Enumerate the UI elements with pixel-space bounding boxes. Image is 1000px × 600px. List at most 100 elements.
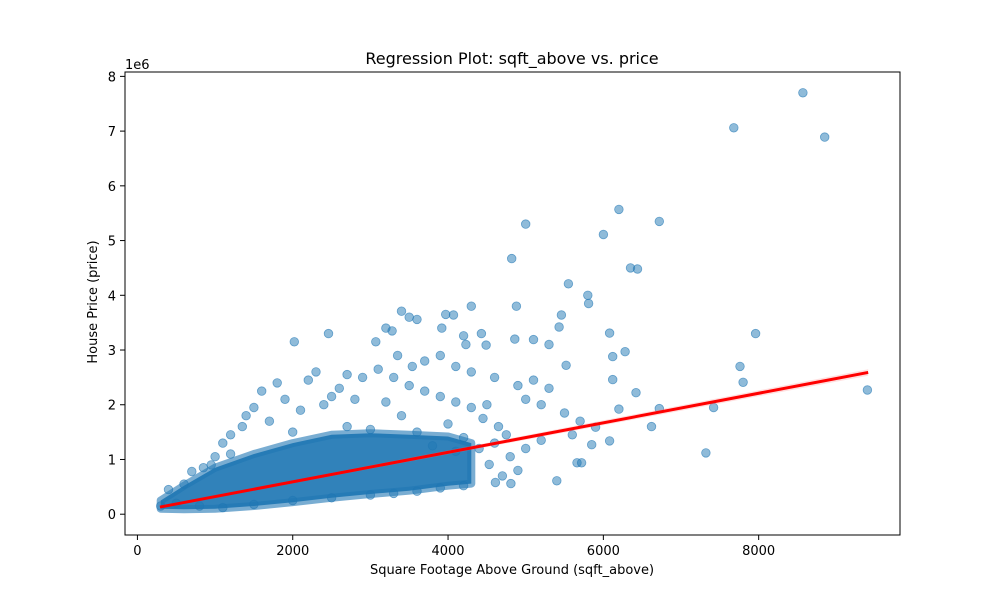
data-point [342,369,352,380]
plot-content [155,88,873,514]
data-point [350,394,360,405]
data-point [501,430,512,440]
data-point [575,416,585,426]
x-axis-label: Square Footage Above Ground (sqft_above) [370,563,654,578]
data-point [559,408,570,418]
plot-area [155,88,873,514]
data-point [237,421,248,432]
data-point [798,88,808,98]
data-point [448,310,459,320]
data-point [521,219,531,229]
data-point [484,459,494,470]
data-point [490,477,501,488]
data-point [604,328,615,338]
y-tick-label: 8 [108,70,116,85]
data-point [427,441,438,451]
data-point [544,339,554,350]
data-point [396,411,407,421]
chart-title: Regression Plot: sqft_above vs. price [365,49,658,69]
data-point [288,427,298,437]
data-point [357,372,368,383]
data-point [576,458,587,468]
x-tick-label: 4000 [431,544,464,559]
data-point [598,229,609,240]
data-point [493,421,504,432]
data-point [506,478,516,489]
data-point [554,322,564,332]
data-point [371,337,381,347]
data-point [528,334,539,345]
data-point [319,400,329,410]
x-tick-label: 2000 [276,544,309,559]
data-point [396,306,407,316]
data-point [458,481,469,491]
data-point [194,501,205,511]
y-axis-label: House Price (price) [86,240,101,363]
data-point [420,386,430,396]
data-point [521,394,531,405]
data-point [389,488,399,499]
data-point [225,430,236,440]
data-point [614,404,624,414]
data-point [510,334,520,344]
data-point [654,216,665,227]
data-point [620,347,630,357]
data-point [241,411,251,421]
y-tick-label: 4 [108,289,116,304]
data-point [561,360,571,371]
data-point [365,424,376,435]
regression-line [159,370,869,509]
data-point [632,264,643,274]
data-point [249,499,259,510]
data-point [544,383,554,394]
data-point [365,490,376,500]
plot-frame [124,71,901,536]
data-point [528,375,539,385]
data-point [272,378,282,388]
data-point [249,402,259,413]
data-point [552,476,562,486]
data-point [631,388,641,398]
data-point [451,397,461,407]
data-point [505,452,515,462]
data-point [389,372,399,383]
data-point [435,391,446,402]
data-point [820,132,830,142]
data-point [326,493,337,503]
data-point [458,432,469,443]
data-point [738,377,748,388]
data-point [218,502,228,513]
data-point [407,361,418,372]
data-point [466,402,477,413]
x-tick-label: 8000 [742,544,775,559]
data-point [461,339,471,350]
data-point [513,380,523,391]
data-point [198,463,209,473]
y-tick-label: 1 [108,453,116,468]
data-point [614,204,624,215]
y-tick-label: 2 [108,399,116,414]
data-point [511,301,522,311]
data-point [404,380,414,391]
data-point [387,326,397,336]
data-point [295,405,306,415]
data-point [451,361,461,372]
data-point [583,298,594,309]
data-point [587,440,597,450]
data-point [604,436,615,446]
data-point [210,452,220,462]
data-point [646,421,657,432]
data-point [435,483,446,493]
data-point [373,364,383,374]
data-point [435,350,446,361]
y-tick-label: 5 [108,235,116,250]
data-point [536,400,546,410]
data-point [608,374,618,385]
axes: 0 2000 4000 6000 8000 0 1 2 3 4 5 6 7 8 [108,70,901,559]
data-point [342,421,352,432]
data-point [404,312,414,322]
data-point [326,391,337,402]
data-point [563,279,574,289]
